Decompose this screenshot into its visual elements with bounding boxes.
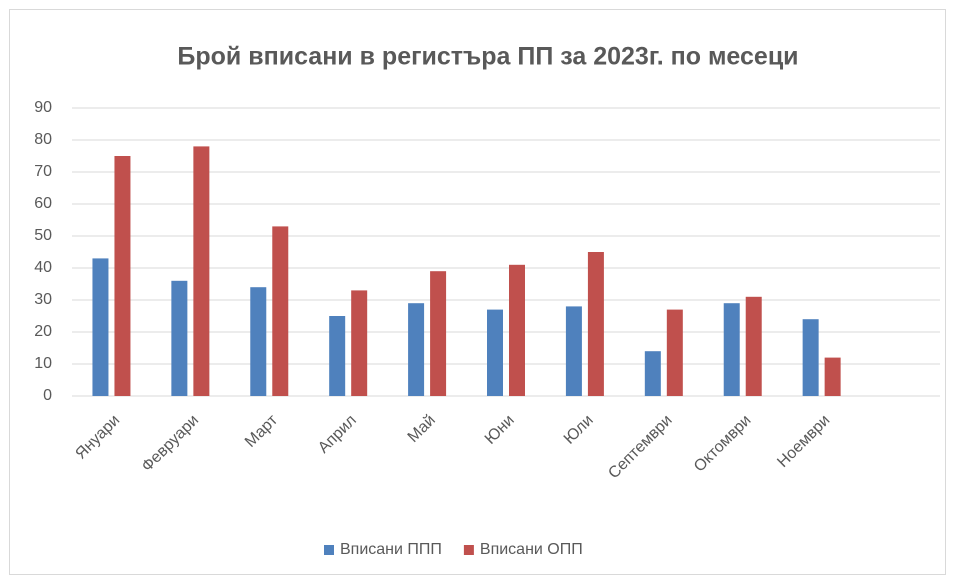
bar bbox=[430, 271, 447, 396]
y-tick-label: 40 bbox=[34, 259, 52, 276]
chart-title: Брой вписани в регистъра ПП за 2023г. по… bbox=[177, 43, 798, 71]
y-tick-label: 20 bbox=[34, 323, 52, 340]
y-tick-label: 80 bbox=[34, 131, 52, 148]
bar bbox=[802, 319, 819, 396]
bar bbox=[587, 252, 604, 396]
y-tick-label: 50 bbox=[34, 227, 52, 244]
bar bbox=[723, 303, 740, 396]
bar bbox=[666, 309, 683, 396]
y-tick-label: 0 bbox=[43, 387, 52, 404]
chart-frame bbox=[9, 9, 946, 575]
bar bbox=[329, 316, 346, 396]
bar bbox=[745, 296, 762, 396]
bar bbox=[272, 226, 289, 396]
bar bbox=[92, 258, 109, 396]
y-tick-label: 10 bbox=[34, 355, 52, 372]
bar bbox=[193, 146, 210, 396]
bar bbox=[250, 287, 267, 396]
legend-swatch bbox=[324, 545, 334, 555]
bar bbox=[509, 264, 525, 396]
y-tick-label: 60 bbox=[34, 195, 52, 212]
bar bbox=[487, 309, 503, 396]
bar bbox=[565, 306, 582, 396]
bar bbox=[171, 280, 188, 396]
bar bbox=[351, 290, 368, 396]
legend-label: Вписани ППП bbox=[340, 541, 442, 558]
legend-swatch bbox=[463, 545, 474, 555]
y-tick-label: 30 bbox=[34, 291, 52, 308]
legend-label: Вписани ОПП bbox=[480, 541, 583, 558]
y-tick-label: 90 bbox=[34, 99, 52, 116]
bar bbox=[408, 303, 425, 396]
bar bbox=[644, 351, 661, 396]
bar bbox=[114, 156, 131, 396]
bar bbox=[824, 357, 841, 396]
y-tick-label: 70 bbox=[34, 163, 52, 180]
